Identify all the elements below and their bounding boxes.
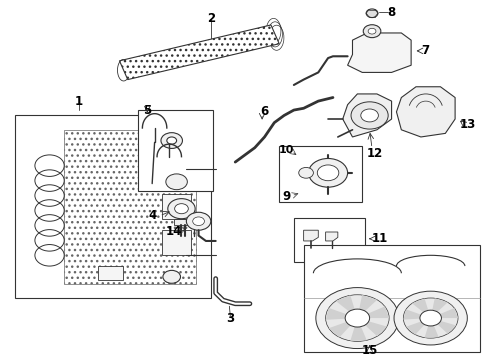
Circle shape: [161, 133, 182, 148]
Polygon shape: [347, 33, 411, 72]
Circle shape: [420, 310, 441, 326]
Text: 1: 1: [75, 95, 83, 108]
Text: 5: 5: [143, 104, 151, 117]
Polygon shape: [368, 306, 389, 318]
Circle shape: [326, 295, 389, 341]
Circle shape: [403, 298, 458, 338]
Text: 13: 13: [459, 118, 475, 131]
Text: 7: 7: [422, 44, 430, 57]
Circle shape: [368, 28, 376, 34]
Bar: [174, 220, 189, 225]
Bar: [162, 158, 191, 184]
Circle shape: [168, 199, 195, 219]
Bar: [179, 211, 184, 220]
Text: 11: 11: [371, 232, 388, 245]
Circle shape: [318, 165, 339, 181]
Polygon shape: [403, 309, 421, 320]
Text: 3: 3: [226, 311, 234, 325]
Circle shape: [366, 9, 378, 18]
Circle shape: [309, 158, 347, 187]
Text: 15: 15: [362, 344, 378, 357]
Polygon shape: [432, 298, 448, 312]
Polygon shape: [350, 327, 367, 341]
Polygon shape: [336, 295, 355, 311]
Text: 10: 10: [279, 144, 294, 154]
Polygon shape: [440, 308, 458, 318]
Circle shape: [394, 291, 467, 345]
Polygon shape: [64, 130, 196, 284]
Circle shape: [299, 167, 314, 178]
Text: 8: 8: [388, 6, 396, 19]
Bar: [98, 266, 123, 280]
Polygon shape: [365, 321, 387, 336]
Text: 6: 6: [260, 105, 269, 118]
Polygon shape: [329, 322, 350, 337]
Bar: [304, 244, 480, 352]
Circle shape: [316, 288, 399, 348]
Circle shape: [361, 109, 378, 122]
Circle shape: [167, 137, 176, 144]
Circle shape: [163, 270, 180, 283]
Text: 9: 9: [282, 190, 291, 203]
Text: 4: 4: [148, 210, 156, 222]
Circle shape: [363, 25, 381, 38]
Bar: [294, 218, 365, 262]
Bar: [279, 146, 362, 202]
Polygon shape: [424, 325, 439, 338]
Bar: [162, 230, 191, 255]
Polygon shape: [396, 87, 455, 137]
Circle shape: [351, 102, 388, 129]
Text: 12: 12: [367, 147, 383, 159]
Polygon shape: [406, 321, 425, 335]
Polygon shape: [438, 321, 456, 334]
Polygon shape: [326, 308, 346, 320]
Polygon shape: [343, 94, 392, 137]
Polygon shape: [412, 298, 428, 312]
Circle shape: [193, 217, 204, 226]
Circle shape: [186, 212, 211, 230]
Polygon shape: [120, 25, 279, 80]
Bar: [15, 116, 211, 298]
Circle shape: [345, 309, 369, 327]
Bar: [162, 194, 191, 220]
Circle shape: [166, 174, 187, 190]
Text: 14: 14: [166, 225, 182, 238]
Text: 2: 2: [207, 12, 215, 25]
Polygon shape: [304, 230, 318, 241]
Polygon shape: [326, 232, 338, 241]
Circle shape: [174, 204, 188, 214]
Bar: [138, 110, 213, 191]
Polygon shape: [359, 295, 377, 311]
Bar: [162, 123, 191, 148]
